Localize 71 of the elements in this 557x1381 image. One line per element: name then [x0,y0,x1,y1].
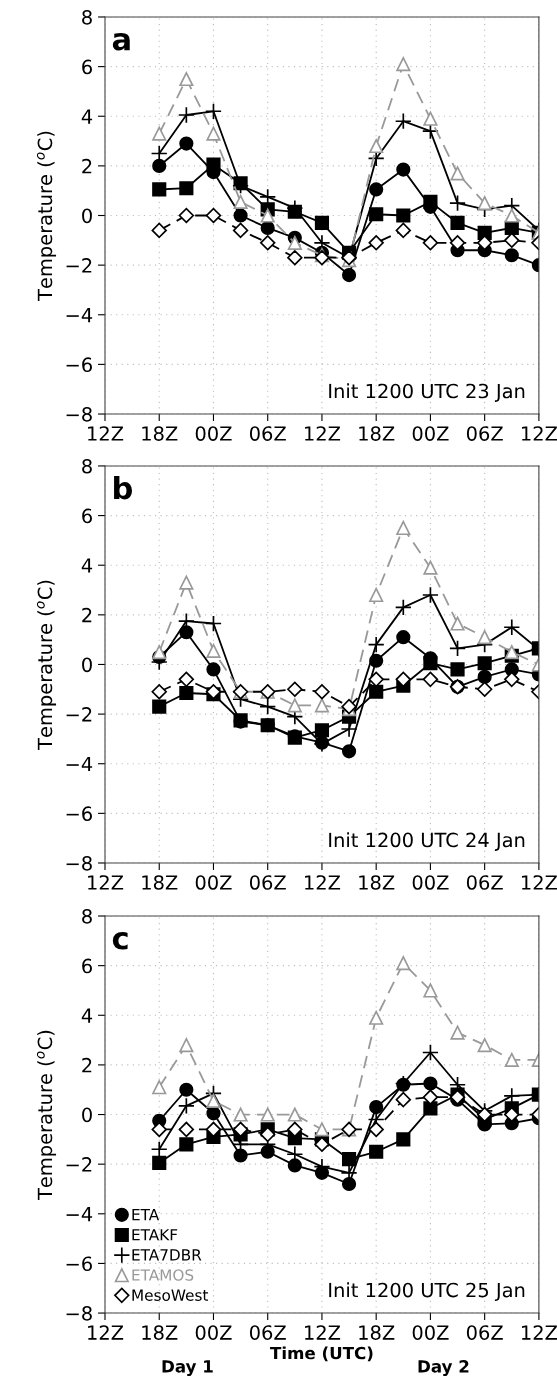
y-tick-label: −8 [66,406,92,422]
y-tick-label: 2 [82,607,92,623]
y-tick-label: 0 [82,657,92,673]
annotation: Init 1200 UTC 25 Jan [329,1282,525,1301]
legend-label: MesoWest [132,1289,209,1301]
y-tick-label: −8 [66,855,92,871]
x-tick-label: 12Z [305,426,341,441]
x-tick-label: 18Z [359,875,395,890]
x-tick-label: 06Z [249,875,286,890]
legend-label: ETAKF [132,1229,178,1241]
y-tick-label: 0 [82,208,92,224]
x-tick-label: 12Z [88,1325,124,1340]
y-tick-label: −6 [66,806,92,822]
x-axis-title: Time (UTC) [270,1346,373,1362]
x-tick-label: 00Z [195,1325,232,1340]
x-tick-label: 12Z [522,426,557,441]
y-tick-label: −6 [66,1256,92,1272]
y-tick-label: −2 [66,1157,92,1172]
y-tick-label: −2 [66,707,92,722]
x-tick-label: 00Z [412,875,449,890]
y-tick-label: −6 [66,357,92,373]
text: Day 2 [418,1360,469,1377]
legend-label: ETAMOS [132,1269,194,1281]
x-tick-label: 12Z [522,875,557,890]
y-tick-label: 6 [82,958,92,974]
x-tick-label: 12Z [305,1325,341,1340]
chart-title: a [112,33,130,51]
x-tick-label: 00Z [412,1325,449,1340]
x-tick-label: 12Z [88,426,124,441]
y-tick-label: −4 [66,756,93,772]
text: Day 1 [162,1360,213,1377]
x-tick-label: 06Z [249,1325,286,1340]
legend-label: ETA7DBR [132,1249,202,1261]
y-tick-label: 4 [81,1008,93,1023]
y-tick-label: −4 [66,307,93,323]
x-tick-label: 18Z [142,875,178,890]
x-tick-label: 18Z [359,426,395,441]
x-tick-label: 00Z [195,426,232,441]
chart-title: c [112,932,128,950]
y-tick-label: 4 [81,109,93,124]
x-tick-label: 06Z [466,426,503,441]
x-tick-label: 06Z [249,426,286,441]
y-tick-label: 4 [81,558,93,573]
y-tick-label: 8 [82,9,92,25]
x-tick-label: 12Z [522,1325,557,1340]
y-tick-label: 0 [82,1107,92,1123]
x-tick-label: 12Z [305,875,341,890]
y-tick-label: 2 [82,158,92,174]
x-tick-label: 18Z [142,426,178,441]
x-tick-label: 18Z [359,1325,395,1340]
x-tick-label: 06Z [466,1325,503,1340]
y-axis-title: Temperature ($^{o}$C) [36,131,57,302]
annotation: Init 1200 UTC 24 Jan [329,832,525,851]
y-tick-label: 6 [82,59,92,75]
y-tick-label: 8 [82,458,92,474]
x-tick-label: 00Z [195,875,232,890]
y-tick-label: 6 [82,508,92,524]
x-tick-label: 06Z [466,875,503,890]
y-tick-label: −8 [66,1306,92,1321]
x-tick-label: 12Z [88,875,124,890]
y-tick-label: −4 [66,1207,93,1222]
y-tick-label: 8 [82,908,92,924]
chart-title: b [114,475,132,500]
y-axis-title: Temperature ($^{o}$C) [36,580,57,750]
y-tick-label: −2 [66,258,92,273]
x-tick-label: 00Z [412,426,449,441]
legend-label: ETA [132,1209,160,1221]
y-axis-title: Temperature ($^{o}$C) [36,1030,57,1201]
y-tick-label: 2 [82,1057,92,1073]
x-tick-label: 18Z [142,1325,178,1340]
annotation: Init 1200 UTC 23 Jan [329,383,525,402]
